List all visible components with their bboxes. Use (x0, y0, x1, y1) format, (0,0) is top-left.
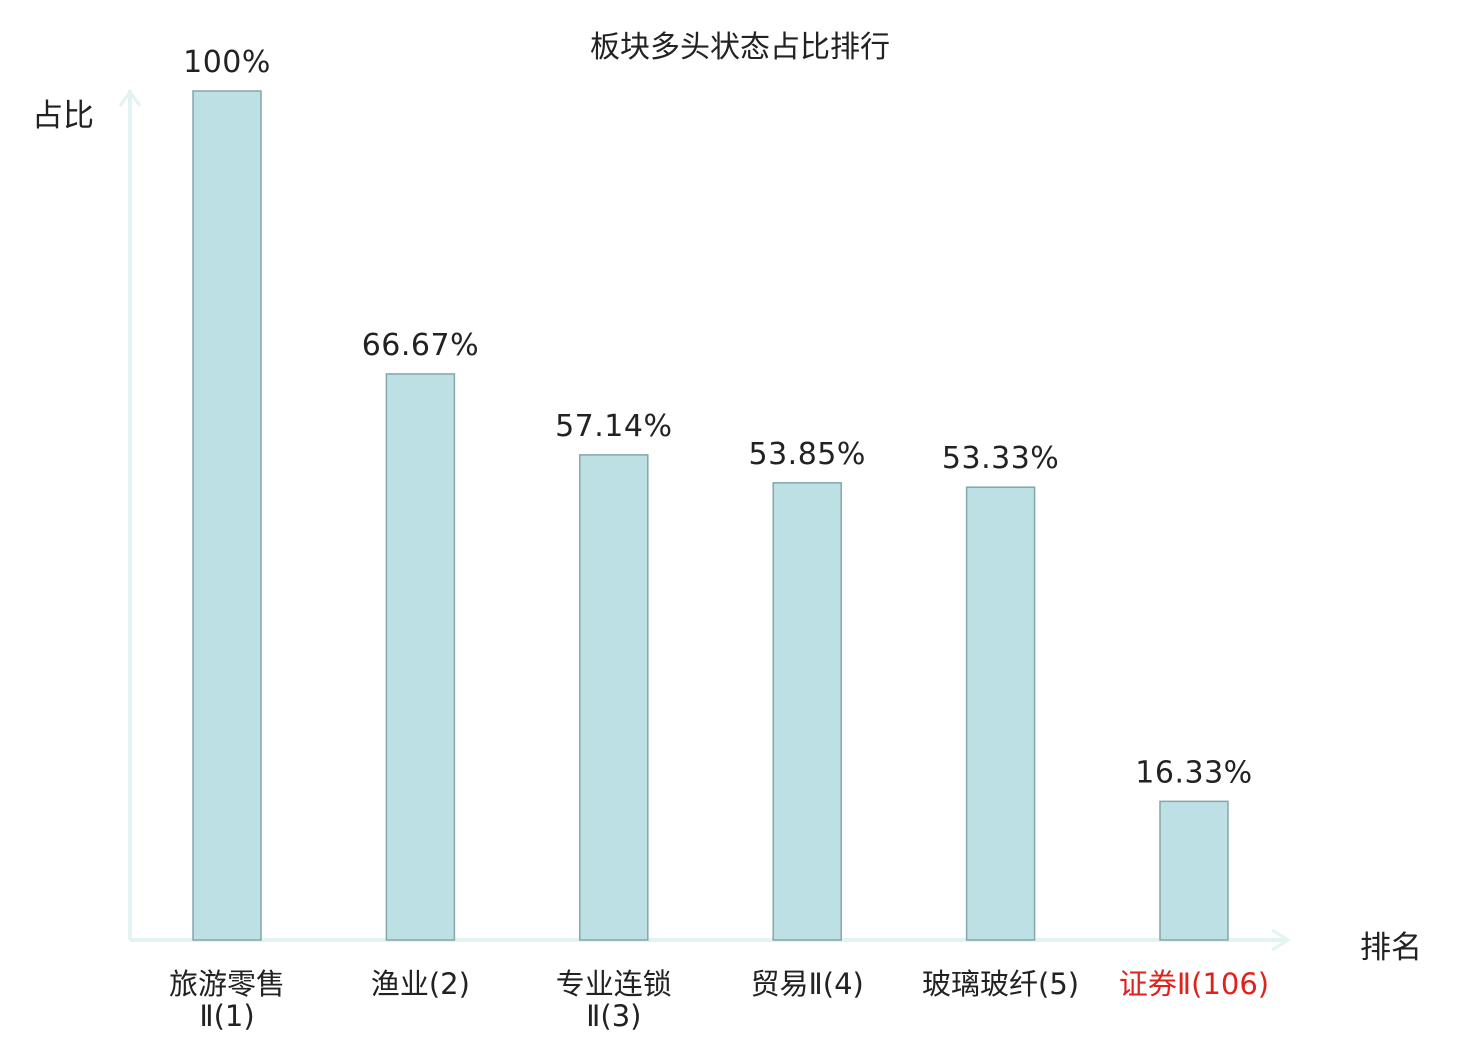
bar (385, 373, 456, 941)
x-tick-label: 证券Ⅱ(106) (1119, 967, 1269, 1001)
x-tick-label: 贸易Ⅱ(4) (751, 967, 864, 1001)
x-axis-arrow (1271, 928, 1291, 952)
bar (1159, 800, 1229, 941)
bar-value-label: 16.33% (1135, 755, 1252, 790)
bar (772, 482, 842, 941)
bar-value-label: 53.33% (942, 441, 1059, 476)
y-axis-arrow (118, 89, 142, 107)
x-tick-label: Ⅱ(1) (199, 999, 254, 1033)
x-axis-label: 排名 (1360, 930, 1422, 966)
x-tick-label: 玻璃玻纤(5) (922, 967, 1079, 1001)
chart-title: 板块多头状态占比排行 (590, 30, 890, 65)
bar-value-label: 57.14% (555, 409, 672, 444)
bar (579, 454, 649, 941)
bar (965, 486, 1036, 941)
x-tick-label: 旅游零售 (169, 967, 285, 1001)
bar (192, 90, 262, 941)
bar-value-label: 66.67% (362, 328, 479, 363)
x-tick-label: 专业连锁 (556, 967, 672, 1001)
y-axis-label: 占比 (32, 98, 94, 134)
bar-value-label: 53.85% (749, 437, 866, 472)
x-tick-label: Ⅱ(3) (586, 999, 641, 1033)
x-tick-label: 渔业(2) (371, 967, 470, 1001)
bar-value-label: 100% (183, 45, 271, 80)
